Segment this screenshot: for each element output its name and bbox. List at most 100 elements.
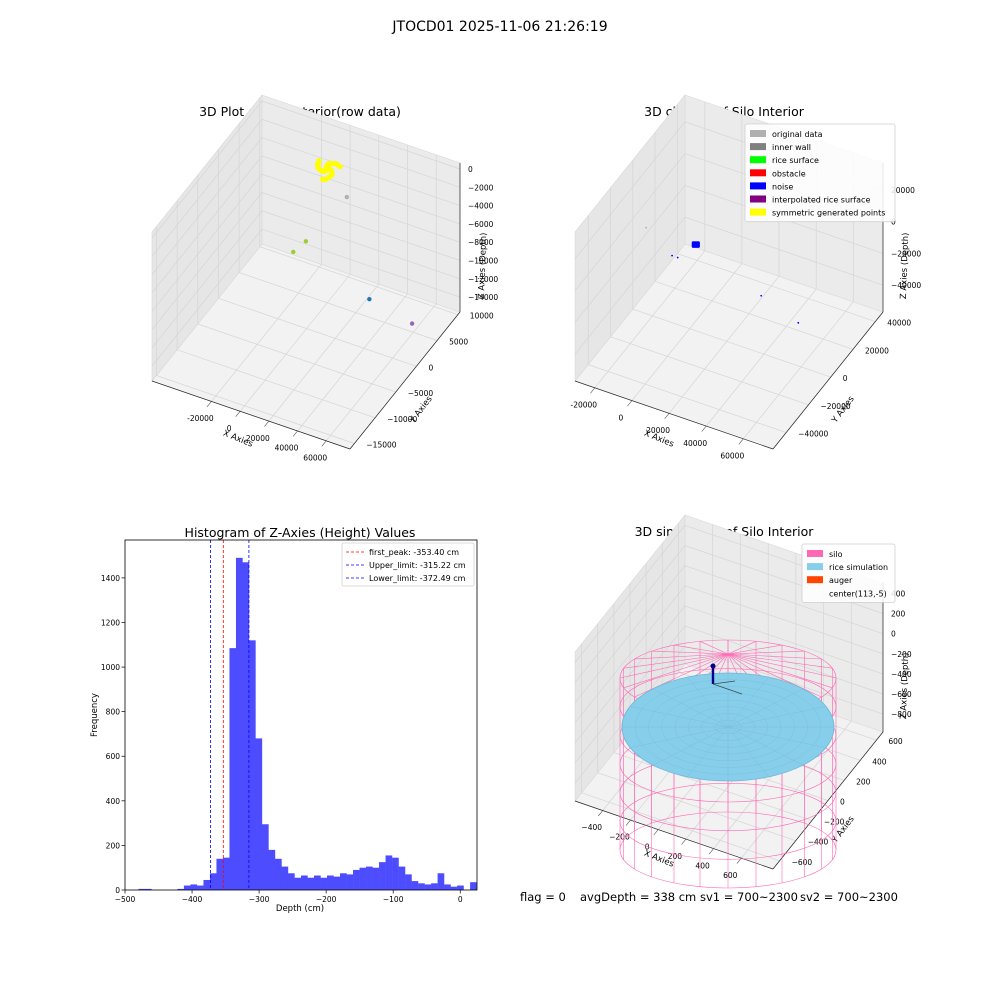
legend-label: symmetric generated points — [772, 209, 885, 218]
x-tick-mark — [664, 413, 670, 419]
x-tick-label: −200 — [609, 833, 630, 842]
rice-grid — [652, 726, 729, 766]
legend-label: auger — [829, 576, 853, 585]
x-tick-label: 400 — [695, 861, 710, 870]
histogram-bar — [366, 866, 373, 890]
x-tick-label: 0 — [458, 895, 463, 904]
z-tick-label: −10000 — [468, 256, 498, 265]
x-tick-label: 60000 — [720, 452, 744, 461]
data-point — [315, 160, 321, 166]
silo-ring — [619, 811, 837, 889]
legend-box — [341, 542, 475, 587]
z-grid-line — [574, 216, 884, 355]
histogram-bar — [248, 640, 256, 890]
histogram-bar — [470, 882, 477, 890]
z-axis-label: Z Axies (Depth) — [477, 232, 489, 299]
y-tick-label: −40000 — [798, 430, 828, 439]
legend-swatch — [750, 208, 766, 216]
legend-box — [801, 543, 896, 603]
x-grid-line — [325, 154, 437, 442]
y-grid-line — [176, 200, 376, 419]
histogram-bar — [216, 858, 224, 890]
legend-label: rice surface — [772, 156, 819, 165]
histogram-bar — [437, 873, 445, 890]
z-tick-label: −8000 — [468, 238, 494, 247]
z-grid-line — [151, 137, 461, 275]
histogram-bar — [340, 873, 347, 890]
histogram-bar — [294, 877, 302, 890]
x-tick-label: −400 — [182, 895, 203, 904]
z-tick-label: 200 — [891, 610, 906, 619]
x-tick-label: 20000 — [246, 434, 270, 443]
z-tick-label: −40000 — [891, 281, 921, 290]
footer-sv1: sv1 = 700~2300 — [700, 890, 798, 904]
plot-simulation: 3D simulation of Silo Interior−400−20002… — [574, 514, 912, 889]
x-tick-mark — [625, 819, 631, 826]
x-tick-label: 40000 — [275, 444, 299, 453]
z-axis-label: Z Axies (Depth) — [899, 652, 911, 719]
legend-label: Lower_limit: -372.49 cm — [369, 574, 466, 583]
data-point — [326, 174, 332, 180]
histogram-bar — [327, 875, 334, 890]
auger-arm — [712, 683, 743, 695]
histogram-bar — [314, 875, 321, 890]
histogram-bar — [209, 873, 217, 890]
x-tick-label: −100 — [383, 895, 404, 904]
histogram-bar — [379, 862, 386, 890]
y-tick-label: 40000 — [887, 319, 911, 328]
x-tick-label: −500 — [115, 895, 136, 904]
y-tick-label: 5000 — [449, 337, 468, 346]
histogram-bar — [301, 875, 308, 890]
y-grid-line — [587, 215, 787, 433]
y-tick-label: 400 — [872, 757, 887, 766]
x-tick-mark — [653, 829, 659, 836]
legend-label: center(113,-5) — [829, 589, 887, 598]
histogram-bar — [287, 873, 295, 890]
x-tick-label: −400 — [581, 823, 602, 832]
data-point — [344, 194, 350, 200]
legend-label: silo — [829, 550, 843, 559]
y-tick-label: −15000 — [366, 441, 396, 450]
silo-roof-wire — [727, 641, 757, 655]
z-tick-label: 0 — [891, 630, 896, 639]
x-tick-mark — [681, 838, 687, 845]
z-grid-line — [151, 210, 461, 349]
x-tick-mark — [264, 420, 270, 427]
legend-swatch — [750, 195, 766, 203]
x-tick-label: 0 — [619, 413, 624, 422]
legend-swatch — [750, 143, 766, 151]
y-axis-label: Y Axies — [408, 394, 435, 426]
silo-roof-wire — [727, 653, 822, 698]
histogram-bar — [320, 877, 328, 890]
y-tick-label: −20000 — [820, 402, 850, 411]
legend-box — [744, 123, 896, 223]
histogram-bar — [196, 885, 204, 890]
x-axis-label: X Axies — [221, 429, 254, 450]
rice-grid — [727, 726, 769, 778]
data-point — [319, 176, 325, 182]
histogram-bar — [392, 857, 399, 890]
z-tick-label: 20000 — [891, 186, 915, 195]
histogram-bar — [261, 824, 269, 890]
histogram-bar — [274, 858, 282, 890]
y-grid-line — [581, 643, 780, 862]
figure-title: JTOCD01 2025-11-06 21:26:19 — [391, 19, 607, 35]
data-point — [671, 254, 673, 257]
histogram-bar — [229, 648, 237, 890]
z-grid-line — [151, 228, 461, 367]
x-tick-mark — [701, 425, 707, 432]
legend-swatch — [750, 182, 766, 190]
histogram-bar — [353, 869, 360, 890]
z-tick-label: −2000 — [468, 183, 494, 192]
z-tick-label: 0 — [891, 218, 896, 227]
rice-grid — [727, 706, 826, 728]
histogram-bar — [138, 888, 146, 890]
data-point — [676, 256, 679, 259]
y-grid-line — [597, 623, 796, 842]
x-axis-label: Depth (cm) — [276, 904, 324, 914]
plot-frame — [124, 539, 478, 891]
histogram-bar — [457, 885, 464, 890]
x-grid-line — [239, 125, 351, 412]
histogram-bar — [242, 562, 250, 890]
z-tick-label: −6000 — [468, 220, 494, 229]
